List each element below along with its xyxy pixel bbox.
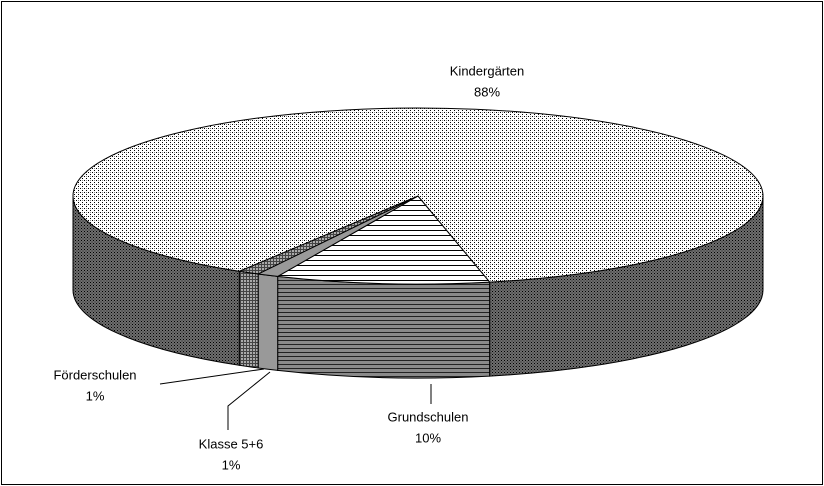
leader-line — [159, 368, 265, 385]
slice — [72, 107, 764, 283]
pie — [72, 107, 764, 379]
category-label: Klasse 5+6 — [199, 436, 264, 451]
slice — [276, 195, 491, 285]
slice-side — [257, 273, 279, 371]
value-label: 10% — [415, 430, 441, 445]
slice-tops — [72, 107, 764, 285]
labels: Grundschulen 10% Klasse 5+6 1% Förderschulen… — [53, 63, 524, 472]
category-label: Förderschulen — [53, 367, 136, 382]
leader-line — [227, 371, 271, 430]
slice-side — [238, 270, 259, 369]
value-label: 88% — [474, 84, 500, 99]
slice-side — [277, 275, 491, 379]
category-label: Kindergärten — [450, 63, 524, 78]
value-label: 1% — [86, 388, 105, 403]
value-label: 1% — [222, 457, 241, 472]
category-label: Grundschulen — [388, 409, 469, 424]
